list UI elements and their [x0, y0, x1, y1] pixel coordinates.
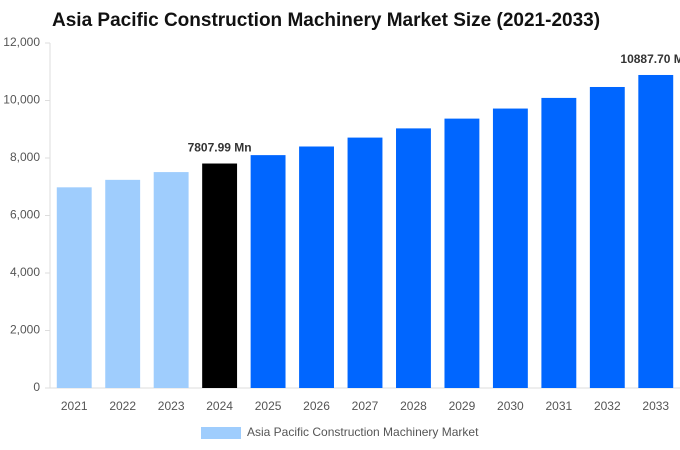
y-tick-label: 6,000	[10, 208, 40, 222]
x-tick-label: 2021	[61, 399, 88, 413]
x-tick-label: 2023	[158, 399, 185, 413]
x-tick-label: 2025	[255, 399, 282, 413]
bar	[299, 146, 334, 388]
x-tick-label: 2022	[109, 399, 136, 413]
y-tick-label: 8,000	[10, 150, 40, 164]
x-tick-label: 2030	[497, 399, 524, 413]
y-tick-label: 12,000	[3, 35, 40, 49]
legend-swatch	[201, 427, 241, 439]
bar	[105, 179, 141, 388]
y-tick-label: 10,000	[3, 93, 40, 107]
x-tick-label: 2032	[594, 399, 621, 413]
bar	[492, 108, 528, 389]
bar	[153, 172, 189, 388]
bar	[56, 187, 92, 388]
x-tick-label: 2027	[352, 399, 379, 413]
bar	[347, 137, 383, 388]
y-tick-label: 4,000	[10, 265, 40, 279]
x-tick-label: 2026	[303, 399, 330, 413]
value-label: 7807.99 Mn	[188, 141, 252, 155]
bar	[202, 163, 238, 388]
y-tick-label: 2,000	[10, 323, 40, 337]
bar	[541, 97, 577, 388]
x-tick-label: 2031	[545, 399, 572, 413]
x-tick-label: 2033	[642, 399, 669, 413]
y-tick-label: 0	[33, 380, 40, 394]
legend-label: Asia Pacific Construction Machinery Mark…	[247, 425, 479, 439]
x-tick-label: 2028	[400, 399, 427, 413]
x-tick-label: 2024	[206, 399, 233, 413]
x-tick-label: 2029	[449, 399, 476, 413]
chart-title: Asia Pacific Construction Machinery Mark…	[52, 10, 600, 31]
bar	[396, 128, 431, 388]
bar	[444, 118, 480, 389]
bar	[589, 86, 625, 389]
bar	[250, 155, 286, 388]
value-label: 10887.70 Mn	[620, 52, 680, 66]
bar	[638, 74, 674, 388]
